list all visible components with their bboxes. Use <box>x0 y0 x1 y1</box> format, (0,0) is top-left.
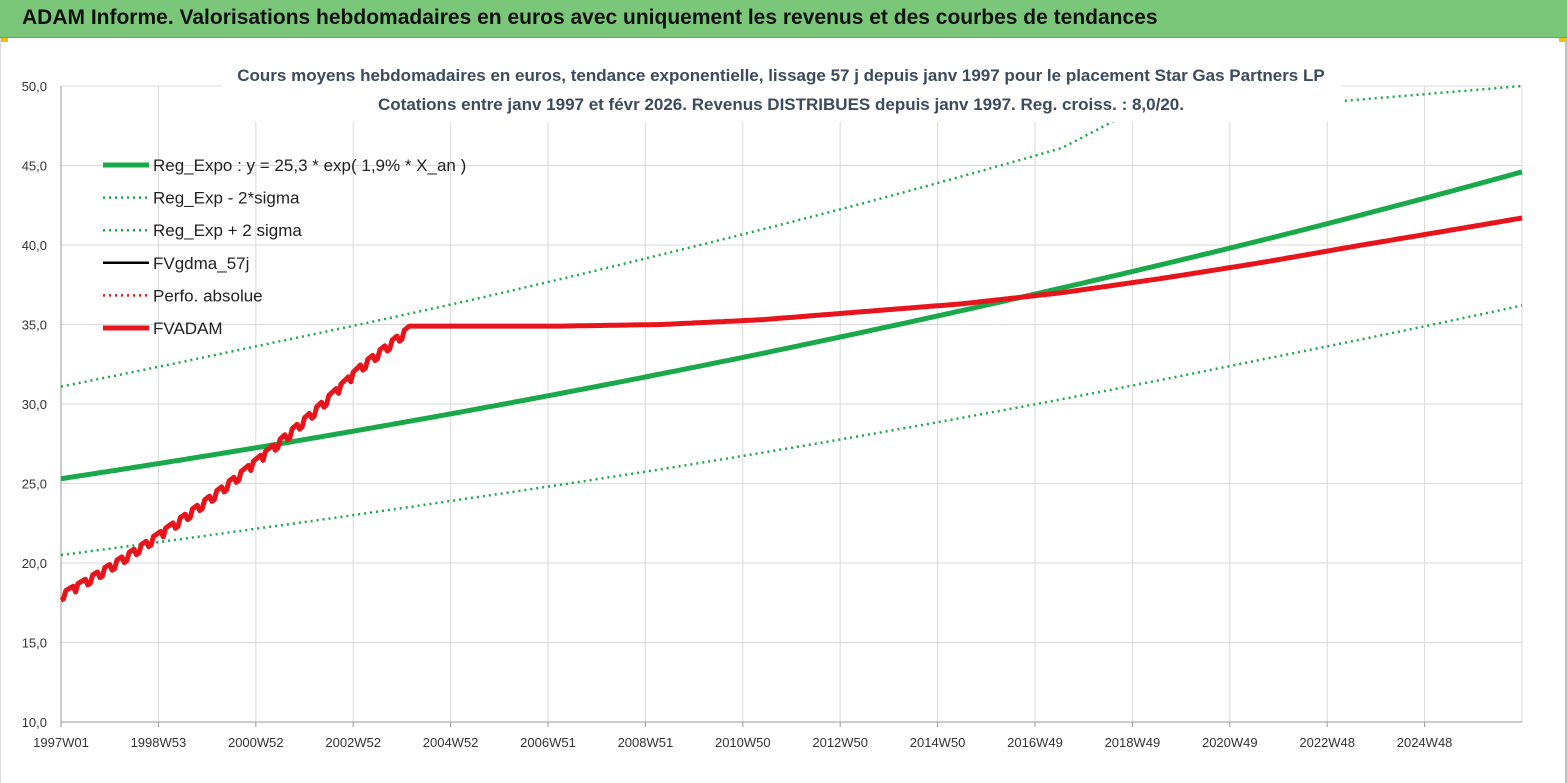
title-background <box>221 54 1341 122</box>
x-tick-label: 2000W52 <box>228 735 284 750</box>
y-tick-label: 25,0 <box>22 477 47 492</box>
y-tick-label: 30,0 <box>22 397 47 412</box>
legend-label: Reg_Exp - 2*sigma <box>153 189 300 208</box>
y-tick-label: 20,0 <box>22 556 47 571</box>
series <box>59 84 1523 603</box>
y-tick-label: 15,0 <box>22 636 47 651</box>
legend-label: Reg_Exp + 2 sigma <box>153 221 302 240</box>
series-line-2 <box>60 304 1523 557</box>
trend-chart: 10,0 15,0 20,0 25,0 30,0 35,0 40,0 45,0 50,0 1997… <box>22 54 1523 750</box>
chart-area: 10,0 15,0 20,0 25,0 30,0 35,0 40,0 45,0 50,0 1997… <box>0 38 1567 783</box>
x-tick-label: 2014W50 <box>910 735 966 750</box>
series-line-6 <box>59 215 1523 603</box>
legend-label: Reg_Expo : y = 25,3 * exp( 1,9% * X_an ) <box>153 156 466 175</box>
x-tick-label: 2022W48 <box>1299 735 1355 750</box>
series-line-1 <box>60 169 1523 482</box>
chart-title-block: Cours moyens hebdomadaires en euros, ten… <box>221 54 1341 122</box>
legend: Reg_Expo : y = 25,3 * exp( 1,9% * X_an )… <box>103 156 466 338</box>
legend-label: Perfo. absolue <box>153 286 263 305</box>
x-tick-label: 1998W53 <box>131 735 187 750</box>
x-tick-label: 2024W48 <box>1397 735 1453 750</box>
legend-label: FVgdma_57j <box>153 254 249 273</box>
x-tick-label: 2008W51 <box>618 735 674 750</box>
axes: 10,0 15,0 20,0 25,0 30,0 35,0 40,0 45,0 50,0 1997… <box>22 79 1522 750</box>
x-tick-label: 2004W52 <box>423 735 479 750</box>
y-tick-label: 50,0 <box>22 79 47 94</box>
x-tick-label: 2020W49 <box>1202 735 1258 750</box>
x-tick-label: 2006W51 <box>520 735 576 750</box>
report-title: ADAM Informe. Valorisations hebdomadaire… <box>22 6 1158 29</box>
x-tick-label: 2016W49 <box>1007 735 1063 750</box>
report-banner: ADAM Informe. Valorisations hebdomadaire… <box>0 0 1567 38</box>
y-tick-label: 10,0 <box>22 715 47 730</box>
x-tick-label: 2002W52 <box>325 735 381 750</box>
grid <box>60 85 1523 723</box>
corner-marker-right <box>1559 38 1567 42</box>
x-tick-label: 1997W01 <box>33 735 89 750</box>
corner-marker-left <box>0 38 8 42</box>
x-tick-label: 2018W49 <box>1105 735 1161 750</box>
y-tick-label: 45,0 <box>22 159 47 174</box>
chart-subtitle: Cotations entre janv 1997 et févr 2026. … <box>378 95 1184 114</box>
y-tick-label: 35,0 <box>22 318 47 333</box>
x-tick-label: 2010W50 <box>715 735 771 750</box>
y-tick-label: 40,0 <box>22 238 47 253</box>
x-tick-label: 2012W50 <box>812 735 868 750</box>
legend-label: FVADAM <box>153 319 223 338</box>
chart-title: Cours moyens hebdomadaires en euros, ten… <box>237 66 1324 85</box>
